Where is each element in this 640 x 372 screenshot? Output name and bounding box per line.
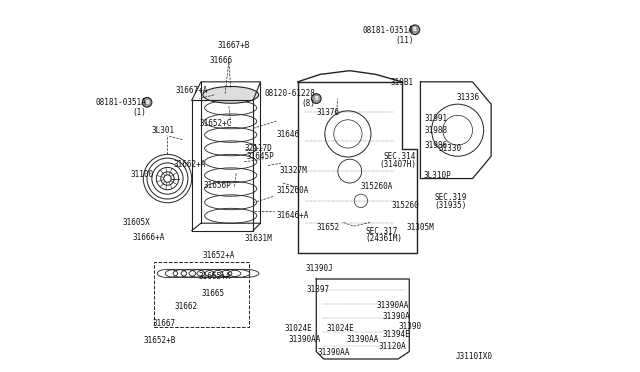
Text: 31667: 31667 [152, 319, 175, 328]
Text: 31024E: 31024E [284, 324, 312, 333]
Text: (8): (8) [301, 99, 316, 108]
Text: 31667+A: 31667+A [175, 86, 207, 94]
Circle shape [142, 97, 152, 107]
Text: 31390AA: 31390AA [289, 335, 321, 344]
Text: 31390J: 31390J [305, 264, 333, 273]
Text: 08181-0351A: 08181-0351A [95, 98, 146, 107]
Text: 31390AA: 31390AA [318, 348, 350, 357]
Text: 31376: 31376 [316, 108, 339, 117]
Text: 315260: 315260 [392, 201, 419, 210]
Text: 31652: 31652 [316, 223, 339, 232]
Text: 3L301: 3L301 [151, 126, 174, 135]
Text: 31631M: 31631M [245, 234, 273, 243]
Text: 31394E: 31394E [383, 330, 410, 339]
Text: 31665+A: 31665+A [199, 272, 231, 280]
Text: SEC.317: SEC.317 [365, 227, 397, 236]
Text: 31397: 31397 [306, 285, 330, 294]
Text: 31986: 31986 [425, 141, 448, 150]
Text: 31665: 31665 [202, 289, 225, 298]
Text: B: B [314, 96, 318, 101]
Text: 31667+B: 31667+B [218, 41, 250, 50]
Text: 31646: 31646 [276, 130, 300, 139]
Text: 31305M: 31305M [406, 223, 434, 232]
Text: (24361M): (24361M) [365, 234, 403, 243]
Text: (11): (11) [396, 36, 413, 45]
Text: 31100: 31100 [130, 170, 154, 179]
Text: B: B [413, 27, 417, 32]
Text: 31988: 31988 [425, 126, 448, 135]
Text: J3110IX0: J3110IX0 [456, 352, 493, 361]
Text: 31327M: 31327M [280, 166, 308, 175]
Text: 319B1: 319B1 [390, 78, 413, 87]
Text: SEC.319: SEC.319 [435, 193, 467, 202]
Text: 31645P: 31645P [246, 153, 274, 161]
Text: 31024E: 31024E [327, 324, 355, 333]
Text: 31336: 31336 [457, 93, 480, 102]
Text: 31662+A: 31662+A [173, 160, 205, 169]
Text: 31662: 31662 [175, 302, 198, 311]
Text: 32117D: 32117D [244, 144, 273, 153]
Text: 31330: 31330 [438, 144, 461, 153]
Text: 31646+A: 31646+A [276, 211, 308, 219]
Text: (31407H): (31407H) [379, 160, 416, 169]
Text: 315260A: 315260A [360, 182, 392, 191]
Text: 31666: 31666 [209, 56, 232, 65]
Text: 31390A: 31390A [383, 312, 410, 321]
Ellipse shape [203, 87, 259, 103]
Text: 31656P: 31656P [204, 181, 232, 190]
Bar [154, 262, 250, 327]
Text: 31666+A: 31666+A [132, 233, 164, 242]
Text: SEC.314: SEC.314 [383, 153, 416, 161]
Text: 31390AA: 31390AA [347, 335, 379, 344]
Text: 31991: 31991 [425, 114, 448, 123]
Circle shape [410, 25, 420, 35]
Text: 31390: 31390 [399, 322, 422, 331]
Text: 3L310P: 3L310P [424, 171, 451, 180]
Text: B: B [145, 100, 149, 105]
Text: 31652+A: 31652+A [203, 251, 235, 260]
Text: 08181-0351A: 08181-0351A [363, 26, 413, 35]
Text: (1): (1) [132, 108, 146, 117]
Text: 315260A: 315260A [276, 186, 308, 195]
Text: 31652+C: 31652+C [199, 119, 232, 128]
Text: 31605X: 31605X [123, 218, 151, 227]
Text: 31120A: 31120A [379, 342, 406, 351]
Text: 08120-61228: 08120-61228 [265, 89, 316, 98]
Circle shape [312, 94, 321, 103]
Text: 31652+B: 31652+B [143, 336, 175, 345]
Text: (31935): (31935) [435, 201, 467, 210]
Text: 31390AA: 31390AA [376, 301, 409, 310]
